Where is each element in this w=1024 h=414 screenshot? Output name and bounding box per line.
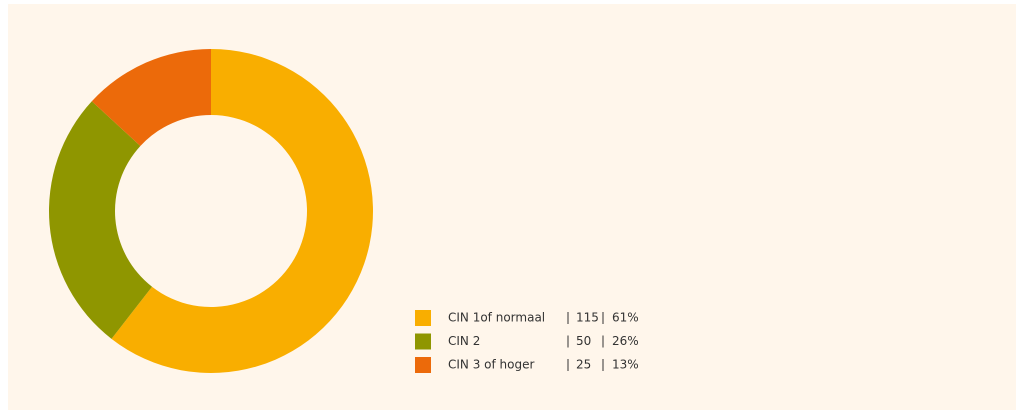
legend-value: 50	[576, 334, 591, 348]
donut-slice	[48, 101, 153, 339]
donut-slice	[91, 49, 211, 146]
legend-percentage: 61%	[612, 311, 639, 325]
legend-swatch	[415, 310, 431, 326]
legend-percentage: 13%	[612, 358, 639, 372]
legend-swatch	[415, 333, 431, 350]
donut-slice	[111, 49, 373, 373]
legend-swatch	[415, 357, 431, 373]
legend-label: CIN 3 of hoger	[448, 358, 534, 372]
legend-label: CIN 1of normaal	[448, 311, 545, 325]
legend-label: CIN 2	[448, 334, 480, 348]
legend-percentage: 26%	[612, 334, 639, 348]
legend-value: 115	[576, 311, 599, 325]
legend-value: 25	[576, 358, 591, 372]
